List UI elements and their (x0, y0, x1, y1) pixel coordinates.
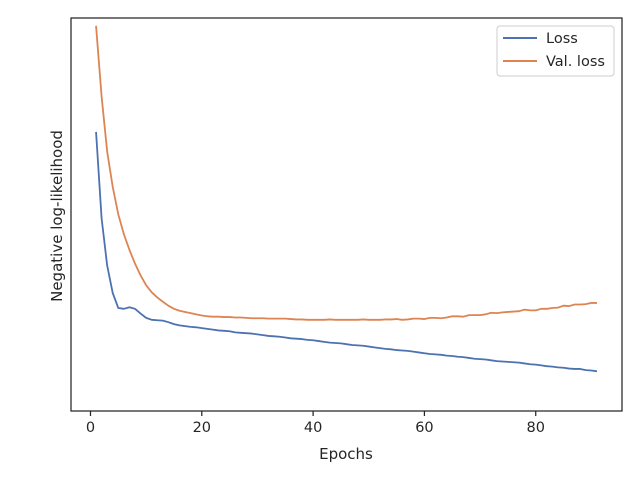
series-lines (95, 25, 598, 373)
series-line-val-loss (95, 25, 597, 321)
x-tick-label: 60 (415, 420, 433, 436)
x-axis-ticks: 0 20 40 60 80 (86, 411, 545, 436)
y-axis-label: Negative log-likelihood (48, 130, 66, 302)
series-line-loss (95, 131, 598, 373)
x-tick-label: 80 (527, 420, 545, 436)
x-tick-label: 0 (86, 420, 95, 436)
plot-frame (70, 17, 623, 412)
legend-label-loss: Loss (546, 31, 578, 47)
legend-label-val-loss: Val. loss (546, 54, 605, 70)
legend: Loss Val. loss (496, 25, 615, 77)
x-tick-label: 40 (304, 420, 322, 436)
x-tick-label: 20 (193, 420, 211, 436)
x-axis-label: Epochs (319, 445, 373, 463)
